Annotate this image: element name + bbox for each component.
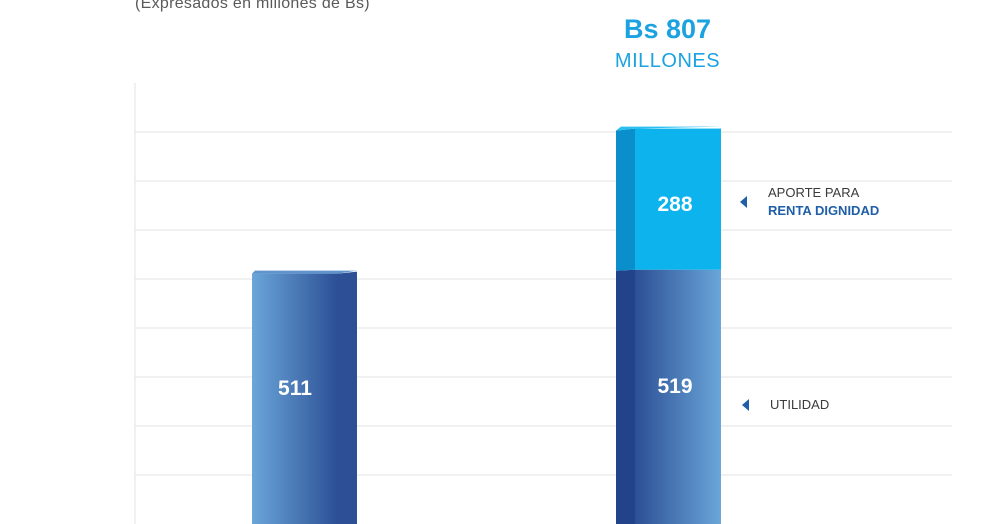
- total-value-label: Bs 807: [623, 14, 712, 44]
- bar-utilidad-2: [635, 269, 721, 524]
- legend-utilidad-label: UTILIDAD: [770, 397, 830, 412]
- data-label-aporte-2: 288: [657, 193, 692, 216]
- legend-aporte-line1: APORTE PARA: [768, 185, 860, 200]
- bar-side-1: [338, 271, 357, 524]
- total-unit-label: MILLONES: [614, 50, 721, 72]
- legend-aporte-renta-dignidad: APORTE PARA RENTA DIGNIDAD: [740, 184, 880, 220]
- chart-subtitle: (Expresados en millones de Bs): [135, 0, 370, 12]
- bars: [252, 126, 721, 524]
- legend-utilidad: UTILIDAD: [742, 396, 830, 414]
- bar-utilidad-1: [252, 273, 338, 524]
- data-labels: 511 519 288: [278, 193, 693, 400]
- bar-side-aporte-2: [616, 128, 635, 271]
- bar-top-1: [252, 270, 357, 274]
- data-label-utilidad-1: 511: [278, 377, 312, 400]
- bar-top-2: [616, 126, 721, 131]
- data-label-utilidad-2: 519: [657, 375, 692, 398]
- pointer-left-icon: [742, 399, 749, 411]
- pointer-left-icon: [740, 196, 747, 208]
- bar-side-utilidad-2: [616, 269, 635, 524]
- legend-aporte-line2: RENTA DIGNIDAD: [768, 203, 880, 218]
- bar-aporte-2: [635, 128, 721, 270]
